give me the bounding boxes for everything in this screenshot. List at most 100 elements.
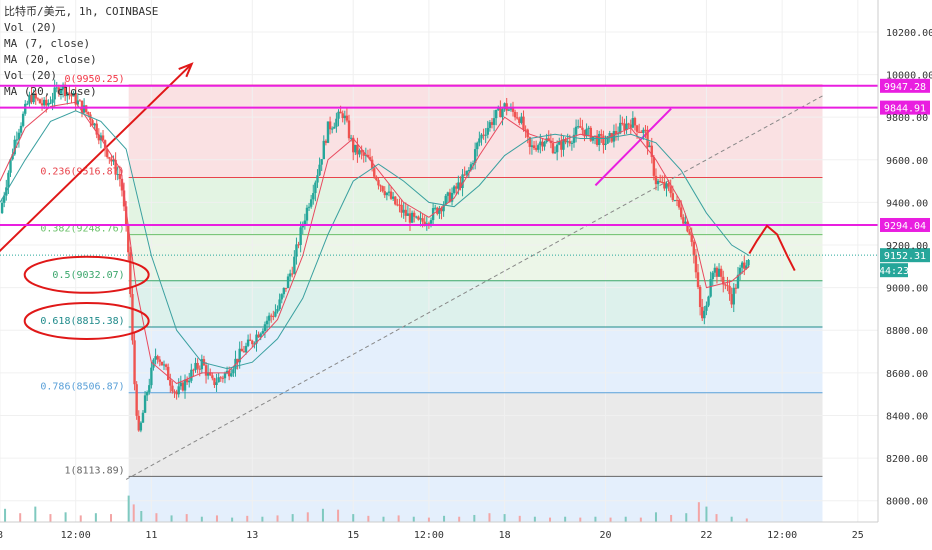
candle-body: [337, 111, 340, 119]
candle-body: [305, 207, 309, 221]
candle-body: [30, 94, 33, 103]
candle-body: [307, 206, 311, 208]
candle-body: [547, 138, 550, 141]
indicator-vol-2[interactable]: Vol (20): [4, 69, 57, 82]
candle-body: [93, 123, 96, 126]
countdown-tag: [880, 263, 908, 278]
volume-bar: [670, 514, 673, 522]
candle-body: [87, 112, 90, 115]
candle-body: [45, 99, 48, 106]
candle-body: [484, 134, 487, 136]
candle-body: [221, 377, 225, 379]
candle-body: [101, 135, 105, 141]
volume-bar: [155, 513, 158, 522]
candle-body: [354, 144, 357, 153]
time-tick-label: 12:00: [61, 530, 91, 541]
candle-body: [389, 191, 393, 199]
candle-body: [160, 361, 164, 366]
time-tick-label: 18: [499, 530, 511, 541]
price-tick-label: 9000.00: [886, 284, 928, 295]
fib-label: 0(9950.25): [64, 74, 124, 85]
candle-body: [452, 186, 456, 193]
fib-label: 1(8113.89): [64, 465, 124, 476]
candle-body: [394, 196, 397, 205]
candle-body: [473, 149, 477, 164]
candle-body: [692, 241, 696, 256]
candle-body: [730, 294, 733, 305]
candle-body: [253, 343, 256, 345]
candle-body: [728, 285, 731, 295]
candle-body: [518, 118, 521, 123]
candle-body: [188, 380, 191, 383]
candle-body: [85, 105, 88, 113]
candle-body: [415, 216, 418, 218]
candle-body: [661, 182, 664, 184]
candle-body: [303, 220, 307, 225]
moving-averages: [0, 101, 750, 385]
candle-body: [139, 422, 143, 431]
indicator-ma20-2[interactable]: MA (20, close): [4, 85, 97, 98]
candle-body: [255, 334, 258, 344]
candle-body: [19, 125, 23, 133]
candle-body: [116, 174, 119, 176]
candle-body: [38, 99, 42, 104]
candle-body: [17, 132, 21, 140]
candle-body: [478, 138, 481, 143]
fib-label: 0.5(9032.07): [52, 270, 124, 281]
candle-body: [59, 89, 63, 94]
candle-body: [76, 100, 79, 105]
price-tick-label: 8400.00: [886, 411, 928, 422]
candle-body: [684, 221, 687, 224]
candle-body: [326, 121, 330, 143]
candle-body: [560, 141, 563, 150]
candle-body: [143, 395, 147, 413]
candle-body: [410, 212, 414, 223]
candle-body: [55, 87, 58, 89]
candle-body: [488, 122, 492, 128]
fib-label: 0.618(8815.38): [40, 316, 124, 327]
candle-body: [608, 133, 611, 137]
ma-fast-line: [0, 101, 750, 385]
candle-body: [469, 164, 473, 171]
candle-body: [141, 412, 145, 423]
price-tick-label: 9200.00: [886, 241, 928, 252]
price-tick-label: 9800.00: [886, 113, 928, 124]
volume-bar: [231, 517, 234, 522]
candle-body: [282, 287, 286, 295]
indicator-ma7[interactable]: MA (7, close): [4, 37, 91, 50]
candle-body: [623, 123, 626, 130]
candle-body: [492, 118, 496, 125]
candle-body: [520, 116, 523, 123]
candle-body: [589, 127, 592, 141]
candle-body: [63, 84, 67, 97]
candle-body: [244, 345, 248, 353]
fib-zone: [128, 326, 823, 393]
candle-body: [177, 386, 180, 395]
candle-body: [227, 370, 231, 377]
candle-body: [162, 364, 166, 366]
candle-body: [522, 116, 525, 130]
candle-body: [7, 172, 10, 188]
projection-curve: [748, 224, 796, 272]
volume-bar: [533, 516, 536, 522]
horizontal-level-label: 9294.04: [884, 221, 926, 232]
candle-body: [490, 122, 494, 125]
candle-body: [398, 204, 401, 206]
candle-body: [278, 299, 281, 309]
candle-body: [356, 144, 359, 155]
candle-body: [192, 369, 195, 371]
candle-body: [259, 333, 262, 338]
candle-body: [24, 103, 27, 114]
volume-bar: [337, 509, 340, 522]
candle-body: [671, 193, 674, 200]
candle-body: [70, 94, 73, 97]
candle-body: [566, 141, 569, 143]
candle-body: [324, 140, 328, 143]
indicator-ma20[interactable]: MA (20, close): [4, 53, 97, 66]
countdown-label: 44:23: [879, 266, 909, 277]
candle-body: [740, 262, 744, 268]
candle-body: [51, 99, 54, 103]
candle-body: [680, 207, 683, 218]
indicator-vol[interactable]: Vol (20): [4, 21, 57, 34]
